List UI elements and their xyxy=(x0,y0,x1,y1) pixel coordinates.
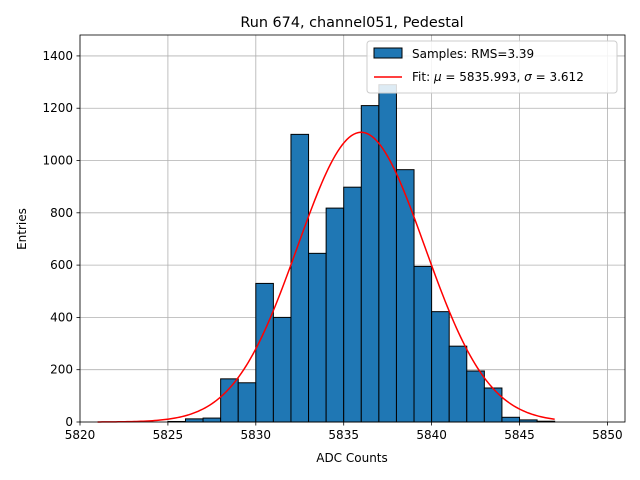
histogram-bar xyxy=(413,265,433,423)
histogram-bar xyxy=(483,387,503,423)
x-tick-label: 5840 xyxy=(416,428,447,442)
legend-fit-label: Fit: μ = 5835.993, σ = 3.612 xyxy=(412,70,584,84)
y-tick-label: 1000 xyxy=(42,154,73,168)
legend: Samples: RMS=3.39 Fit: μ = 5835.993, σ =… xyxy=(366,40,618,94)
x-tick-label: 5835 xyxy=(328,428,359,442)
y-tick-label: 1200 xyxy=(42,101,73,115)
fit-curve xyxy=(97,131,555,423)
histogram-bar xyxy=(202,417,222,423)
x-axis-label: ADC Counts xyxy=(316,451,388,465)
legend-fit-mu: 5835.993 xyxy=(459,70,516,84)
y-tick-label: 600 xyxy=(50,258,73,272)
y-tick-label: 400 xyxy=(50,310,73,324)
histogram-bar xyxy=(343,186,362,423)
histogram-bar xyxy=(290,133,310,423)
plot-frame xyxy=(79,34,626,423)
histogram-bar xyxy=(448,345,468,423)
legend-histogram-swatch xyxy=(373,47,403,59)
histogram-bar xyxy=(325,207,345,423)
histogram-bar xyxy=(360,105,380,423)
histogram-bar xyxy=(395,169,415,423)
x-axis: 5820 5825 5830 5835 5840 5845 5850 xyxy=(65,422,623,442)
y-axis: 0 200 400 600 800 1000 1200 1400 xyxy=(42,49,80,429)
histogram-bar xyxy=(255,282,274,423)
x-tick-label: 5825 xyxy=(153,428,184,442)
x-tick-label: 5830 xyxy=(241,428,272,442)
y-tick-label: 1400 xyxy=(42,49,73,63)
histogram-bar xyxy=(466,370,485,423)
histogram-bar xyxy=(501,416,521,423)
x-tick-label: 5850 xyxy=(592,428,623,442)
grid-lines xyxy=(79,35,625,423)
legend-histogram-label: Samples: RMS=3.39 xyxy=(412,47,534,61)
legend-box xyxy=(366,40,618,94)
y-axis-label: Entries xyxy=(15,208,29,250)
y-tick-label: 0 xyxy=(65,415,73,429)
legend-fit-prefix: Fit: xyxy=(412,70,434,84)
y-tick-label: 200 xyxy=(50,363,73,377)
legend-fit-sigma: 3.612 xyxy=(549,70,583,84)
histogram-bars xyxy=(167,84,556,423)
histogram-bar xyxy=(308,252,327,423)
histogram-bar xyxy=(378,84,397,423)
histogram-bar xyxy=(272,316,292,423)
chart-title: Run 674, channel051, Pedestal xyxy=(240,15,463,31)
histogram-bar xyxy=(184,418,204,423)
histogram-bar xyxy=(220,378,239,423)
x-tick-label: 5845 xyxy=(504,428,535,442)
y-tick-label: 800 xyxy=(50,206,73,220)
histogram-bar xyxy=(237,382,257,423)
histogram-bar xyxy=(431,311,450,423)
x-tick-label: 5820 xyxy=(65,428,96,442)
